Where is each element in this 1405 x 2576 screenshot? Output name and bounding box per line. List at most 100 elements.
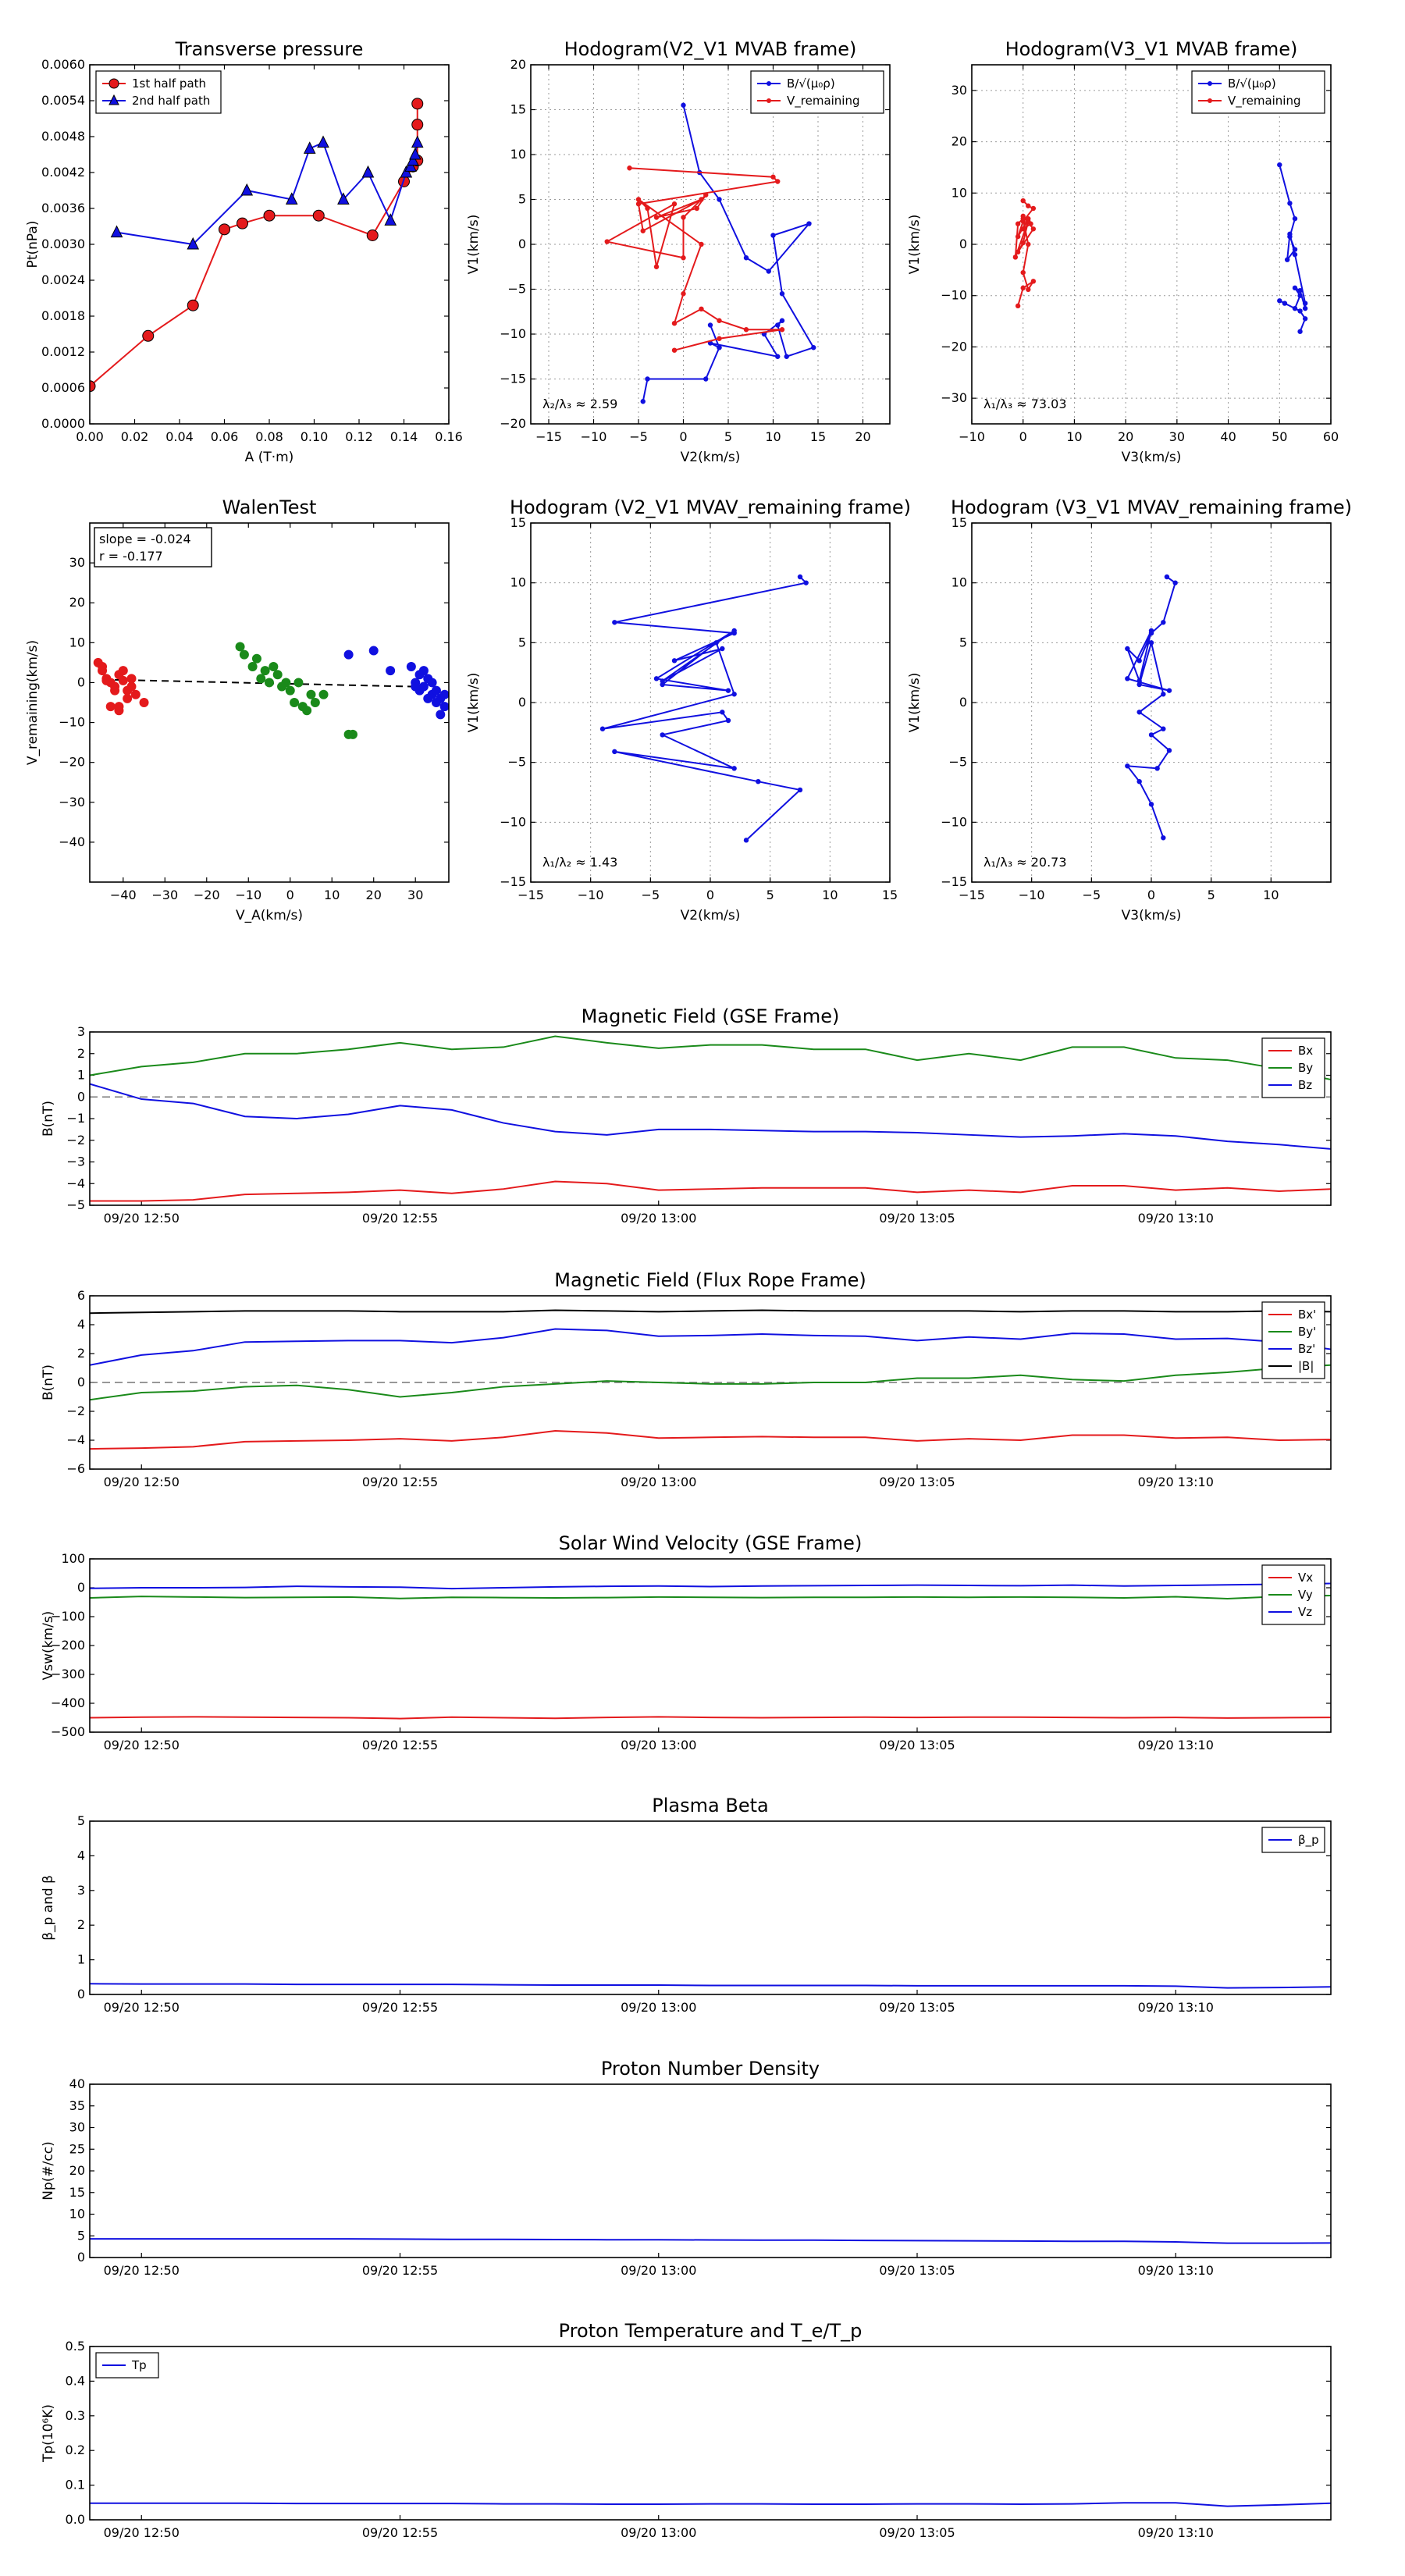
data-point <box>694 205 699 212</box>
data-point <box>90 380 96 393</box>
data-point <box>1125 676 1130 681</box>
data-point <box>797 787 803 793</box>
data-point <box>640 228 646 233</box>
legend: B/√(μ₀ρ) V_remaining <box>1191 70 1325 114</box>
data-point <box>285 192 298 205</box>
x-tick-label: 20 <box>1118 429 1133 444</box>
data-point <box>142 329 155 342</box>
plot-frame <box>89 1295 1332 1470</box>
x-tick-label: −20 <box>194 888 220 902</box>
data-point <box>411 681 421 692</box>
y-tick-label: 0.0060 <box>41 57 85 72</box>
data-point <box>653 215 660 220</box>
data-point <box>1015 233 1021 240</box>
plot-frame <box>89 1031 1332 1206</box>
data-point <box>640 399 646 404</box>
data-point <box>653 676 660 681</box>
series-line <box>90 1309 1331 1315</box>
data-point <box>775 322 781 328</box>
y-tick-label: 10 <box>510 147 526 162</box>
x-tick-label: −15 <box>959 888 985 902</box>
chart-bgse: Magnetic Field (GSE Frame) −5 −4 −3 −2 −1 0 1 2 3… <box>41 1005 1332 1226</box>
x-tick-label: 09/20 13:10 <box>1138 1211 1214 1226</box>
stats-line: r = -0.177 <box>99 549 163 564</box>
data-point <box>1136 658 1142 664</box>
y-tick-label: −10 <box>941 288 967 303</box>
y-tick-label: 0.0048 <box>41 129 85 144</box>
x-tick-label: 09/20 12:50 <box>104 1738 180 1752</box>
y-tick-label: 3 <box>77 1024 85 1039</box>
y-axis-label: B(nT) <box>41 1101 56 1137</box>
x-tick-label: 0.02 <box>121 429 149 444</box>
x-tick-label: 0.14 <box>390 429 418 444</box>
data-point <box>260 666 270 676</box>
data-point <box>770 174 776 180</box>
y-tick-label: 15 <box>510 515 526 530</box>
y-tick-label: 20 <box>69 595 85 610</box>
x-axis-label: V2(km/s) <box>681 450 741 465</box>
y-tick-label: 0 <box>77 674 85 689</box>
legend-marker <box>1208 98 1212 103</box>
eigenvalue-ratio: λ₁/λ₂ ≈ 1.43 <box>542 855 617 870</box>
y-tick-label: 20 <box>69 2163 85 2178</box>
data-point <box>1020 240 1026 246</box>
data-point <box>126 681 137 692</box>
y-tick-label: −5 <box>507 282 526 297</box>
x-tick-label: 0 <box>706 888 714 902</box>
data-point <box>1148 802 1154 807</box>
data-point <box>635 197 642 202</box>
y-tick-label: −2 <box>66 1133 85 1147</box>
data-point <box>779 318 785 323</box>
chart-tp: Proton Temperature and T_e/T_p 0.0 0.1 0.2 0… <box>41 2320 1332 2540</box>
data-point <box>431 685 441 696</box>
legend-marker <box>108 78 119 89</box>
data-point <box>404 159 417 172</box>
data-point <box>671 347 678 353</box>
data-point <box>660 681 665 688</box>
y-tick-label: −400 <box>51 1695 85 1710</box>
data-point <box>303 141 316 154</box>
x-tick-label: 09/20 12:55 <box>362 2263 438 2278</box>
data-point <box>436 710 446 720</box>
y-tick-label: 0 <box>77 1580 85 1595</box>
y-tick-label: 30 <box>951 83 967 98</box>
y-tick-label: −15 <box>500 874 526 889</box>
chart-h4: Hodogram (V3_V1 MVAV_remaining frame) −15… <box>907 496 1352 923</box>
y-tick-label: 25 <box>69 2141 85 2156</box>
legend-box <box>750 70 884 114</box>
y-tick-label: −4 <box>66 1176 85 1190</box>
plot-area <box>90 1309 1331 1450</box>
y-tick-label: 0 <box>77 2250 85 2265</box>
y-tick-label: 10 <box>69 635 85 649</box>
eigenvalue-ratio: λ₁/λ₃ ≈ 73.03 <box>984 397 1067 411</box>
data-point <box>110 685 120 696</box>
x-tick-label: 09/20 12:55 <box>362 1738 438 1752</box>
plot-area <box>604 102 816 404</box>
data-point <box>1148 732 1154 738</box>
data-point <box>439 702 449 712</box>
data-point <box>1026 219 1031 224</box>
data-point <box>797 574 803 580</box>
x-axis-label: V_A(km/s) <box>236 908 303 923</box>
x-tick-label: 09/20 13:05 <box>879 1738 955 1752</box>
y-axis-label: V1(km/s) <box>907 215 923 275</box>
x-tick-label: 0.12 <box>345 429 373 444</box>
data-point <box>240 183 254 196</box>
x-tick-label: 40 <box>1220 429 1236 444</box>
series-line <box>1014 200 1035 307</box>
data-point <box>139 698 149 707</box>
data-point <box>337 192 350 205</box>
data-point <box>105 702 116 712</box>
data-point <box>779 291 785 297</box>
data-point <box>1015 249 1021 255</box>
data-point <box>1297 293 1303 298</box>
y-tick-label: 10 <box>510 575 526 590</box>
series-line <box>90 1716 1331 1720</box>
x-tick-label: 09/20 12:50 <box>104 2525 180 2540</box>
data-point <box>251 653 261 664</box>
chart-vsw: Solar Wind Velocity (GSE Frame) −500 −400 −… <box>41 1532 1332 1752</box>
y-tick-label: 100 <box>61 1551 85 1566</box>
y-tick-label: −30 <box>59 795 85 809</box>
x-tick-label: −15 <box>518 888 544 902</box>
y-tick-label: 5 <box>959 635 967 649</box>
